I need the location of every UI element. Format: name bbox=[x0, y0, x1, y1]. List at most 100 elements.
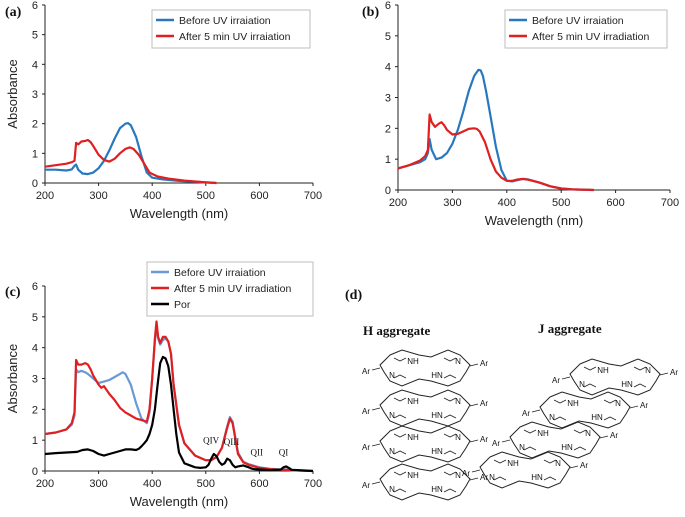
pyrrole-bond bbox=[393, 450, 407, 455]
series-line-1 bbox=[44, 320, 314, 473]
panel-label: (c) bbox=[5, 285, 21, 300]
y-tick-label: 2 bbox=[32, 404, 38, 416]
peak-annotation: QI bbox=[279, 448, 289, 458]
ar-bond bbox=[471, 469, 481, 473]
pyrrole-bond bbox=[603, 399, 617, 404]
y-tick-label: 4 bbox=[32, 343, 38, 355]
pyrrole-bond bbox=[443, 488, 457, 493]
pyrrole-bond bbox=[573, 429, 587, 434]
pyrrole-bond bbox=[573, 446, 587, 451]
y-tick-label: 5 bbox=[32, 312, 38, 324]
pyrrole-bond bbox=[393, 471, 407, 476]
ar-substituent: Ar bbox=[610, 431, 618, 440]
x-tick-label: 400 bbox=[498, 197, 516, 209]
x-tick-label: 300 bbox=[89, 478, 107, 490]
pyrrole-bond bbox=[443, 471, 457, 476]
pyrrole-bond bbox=[523, 429, 537, 434]
macrocycle-ring bbox=[379, 349, 471, 387]
y-tick-label: 2 bbox=[32, 119, 38, 131]
legend-entry: Before UV irraiation bbox=[174, 267, 266, 279]
chart-1: (b) 0 1 2 3 4 5 6 200 300 400 500 600 700 Wavelength (… bbox=[362, 0, 679, 228]
pyrrole-bond bbox=[633, 383, 647, 388]
x-axis-label: Wavelength (nm) bbox=[130, 206, 229, 221]
pyrrole-bond bbox=[553, 399, 567, 404]
panel-d-aggregates: (d) H aggregate J aggregate NHHNNNArArNH… bbox=[345, 288, 678, 501]
y-tick-label: 3 bbox=[385, 93, 391, 105]
x-tick-label: 500 bbox=[552, 197, 570, 209]
y-tick-label: 5 bbox=[385, 31, 391, 43]
ar-substituent: Ar bbox=[580, 461, 588, 470]
ar-bond bbox=[469, 439, 479, 443]
pyrrole-bond bbox=[443, 414, 457, 419]
ar-bond bbox=[371, 367, 381, 371]
x-tick-label: 400 bbox=[143, 190, 161, 202]
macrocycle-ring bbox=[479, 451, 571, 489]
atom-hn: HN bbox=[431, 485, 443, 494]
series-line-1 bbox=[44, 138, 217, 185]
peak-annotation: QII bbox=[250, 448, 263, 458]
ar-bond bbox=[569, 465, 579, 469]
x-tick-label: 600 bbox=[250, 190, 268, 202]
ar-bond bbox=[371, 407, 381, 411]
atom-hn: HN bbox=[531, 473, 543, 482]
pyrrole-bond bbox=[393, 433, 407, 438]
pyrrole-bond bbox=[603, 416, 617, 421]
y-tick-label: 1 bbox=[385, 154, 391, 166]
y-tick-label: 5 bbox=[32, 30, 38, 42]
atom-nh: NH bbox=[537, 429, 549, 438]
y-axis-label: Absorbance bbox=[5, 344, 20, 413]
x-tick-label: 700 bbox=[304, 478, 322, 490]
macrocycle-ring bbox=[379, 425, 471, 463]
atom-hn: HN bbox=[621, 380, 633, 389]
macrocycle-ring bbox=[379, 389, 471, 427]
ar-bond bbox=[501, 439, 511, 443]
atom-n: N bbox=[579, 380, 585, 389]
legend-box bbox=[151, 9, 311, 49]
pyrrole-bond bbox=[553, 416, 567, 421]
pyrrole-bond bbox=[583, 366, 597, 371]
pyrrole-bond bbox=[393, 374, 407, 379]
y-tick-label: 4 bbox=[385, 62, 391, 74]
panel-label: (a) bbox=[5, 5, 22, 20]
y-tick-label: 1 bbox=[32, 435, 38, 447]
y-tick-label: 3 bbox=[32, 374, 38, 386]
x-tick-label: 600 bbox=[250, 478, 268, 490]
atom-nh: NH bbox=[507, 459, 519, 468]
ar-bond bbox=[531, 409, 541, 413]
ar-substituent: Ar bbox=[522, 409, 530, 418]
j-aggregate-title: J aggregate bbox=[538, 321, 602, 336]
atom-n: N bbox=[489, 473, 495, 482]
ar-substituent: Ar bbox=[480, 359, 488, 368]
ar-bond bbox=[469, 403, 479, 407]
ar-bond bbox=[469, 363, 479, 367]
x-axis-label: Wavelength (nm) bbox=[485, 213, 584, 228]
pyrrole-bond bbox=[493, 476, 507, 481]
y-tick-label: 6 bbox=[32, 0, 38, 12]
ar-substituent: Ar bbox=[480, 435, 488, 444]
ar-substituent: Ar bbox=[362, 481, 370, 490]
panel-label: (b) bbox=[362, 5, 379, 20]
chart-0: (a) 0 1 2 3 4 5 6 200 300 400 500 600 700 Wavelength (… bbox=[5, 0, 322, 221]
atom-hn: HN bbox=[431, 411, 443, 420]
y-tick-label: 1 bbox=[32, 148, 38, 160]
legend-entry: Por bbox=[174, 299, 191, 311]
pyrrole-bond bbox=[583, 383, 597, 388]
pyrrole-bond bbox=[543, 476, 557, 481]
x-tick-label: 200 bbox=[36, 190, 54, 202]
ar-substituent: Ar bbox=[362, 443, 370, 452]
pyrrole-bond bbox=[633, 366, 647, 371]
pyrrole-bond bbox=[443, 433, 457, 438]
y-tick-label: 2 bbox=[385, 123, 391, 135]
atom-n: N bbox=[615, 399, 621, 408]
ar-bond bbox=[371, 481, 381, 485]
pyrrole-bond bbox=[393, 488, 407, 493]
x-tick-label: 300 bbox=[443, 197, 461, 209]
y-tick-label: 6 bbox=[32, 281, 38, 293]
ar-substituent: Ar bbox=[480, 473, 488, 482]
